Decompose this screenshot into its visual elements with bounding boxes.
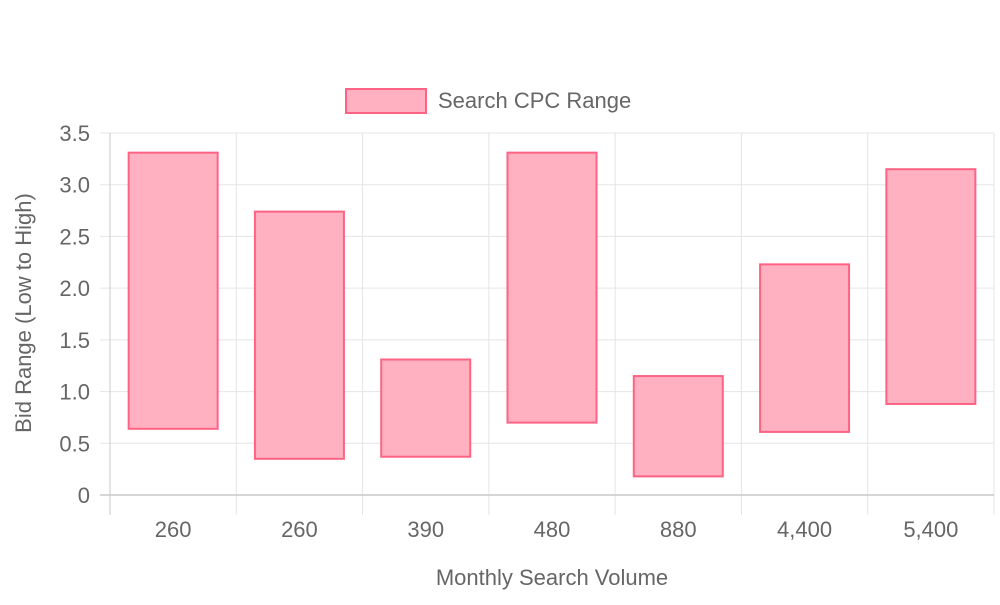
x-tick-label: 4,400 <box>777 517 832 542</box>
x-tick-label: 5,400 <box>903 517 958 542</box>
x-tick-label: 880 <box>660 517 697 542</box>
x-tick-label: 260 <box>155 517 192 542</box>
y-tick-label: 3.5 <box>59 121 90 146</box>
y-tick-label: 1.0 <box>59 380 90 405</box>
y-axis-title: Bid Range (Low to High) <box>11 193 36 433</box>
range-bar[interactable] <box>380 358 472 458</box>
y-tick-label: 1.5 <box>59 328 90 353</box>
legend[interactable]: Search CPC Range <box>345 88 631 114</box>
axes: 0 0.5 1.0 1.5 2.0 2.5 3.0 3.5 260 260 390 480 880 4,4… <box>59 121 994 542</box>
x-tick-label: 480 <box>534 517 571 542</box>
range-bar[interactable] <box>885 168 977 405</box>
y-tick-label: 0.5 <box>59 431 90 456</box>
y-tick-label: 3.0 <box>59 173 90 198</box>
range-bar[interactable] <box>632 375 724 478</box>
bars <box>127 151 977 478</box>
range-bar[interactable] <box>127 151 219 430</box>
y-tick-label: 2.5 <box>59 224 90 249</box>
legend-swatch[interactable] <box>345 88 427 114</box>
x-axis-title: Monthly Search Volume <box>436 565 668 590</box>
x-tick-label: 260 <box>281 517 318 542</box>
range-bar[interactable] <box>253 210 345 460</box>
x-tick-label: 390 <box>407 517 444 542</box>
y-tick-label: 0 <box>78 483 90 508</box>
legend-label[interactable]: Search CPC Range <box>438 88 631 113</box>
y-tick-label: 2.0 <box>59 276 90 301</box>
range-bar[interactable] <box>759 263 851 433</box>
range-bar[interactable] <box>506 151 598 424</box>
